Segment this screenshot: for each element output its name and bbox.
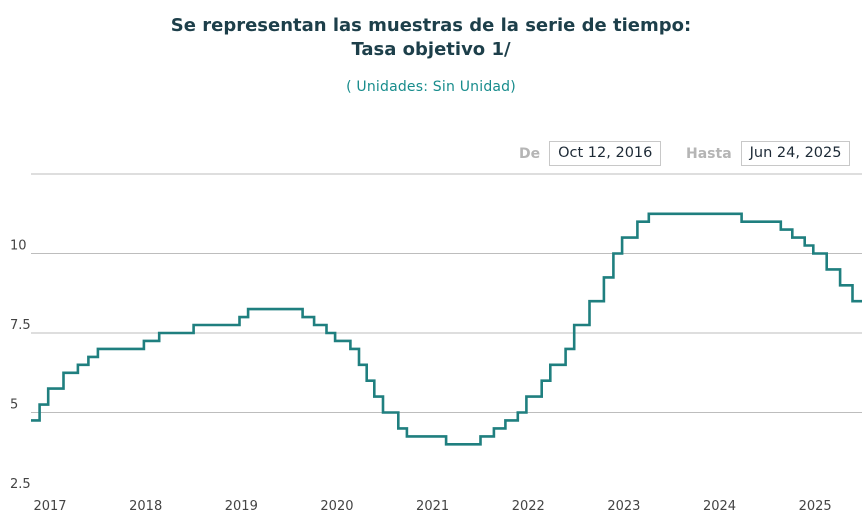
- x-tick-label: 2021: [416, 499, 449, 514]
- y-tick-label: 2.5: [10, 477, 31, 492]
- chart-subtitle: ( Unidades: Sin Unidad): [346, 79, 516, 95]
- range-to: Hasta Jun 24, 2025: [686, 141, 851, 166]
- y-axis-ticks: 2.5 5 7.5 10: [10, 239, 31, 493]
- y-tick-label: 10: [10, 239, 27, 254]
- range-from-input[interactable]: Oct 12, 2016: [549, 141, 662, 166]
- x-axis-ticks: 2017 2018 2019 2020 2021 2022 2023 2024 2025: [33, 499, 831, 514]
- x-tick-label: 2022: [512, 499, 545, 514]
- chart-title-line2: Tasa objetivo 1/: [351, 39, 511, 60]
- x-tick-label: 2017: [33, 499, 66, 514]
- x-tick-label: 2025: [799, 499, 832, 514]
- range-to-label: Hasta: [686, 145, 732, 162]
- range-from: De Oct 12, 2016: [519, 141, 662, 166]
- gridlines: [31, 173, 862, 413]
- y-tick-label: 5: [10, 398, 18, 413]
- x-tick-label: 2023: [607, 499, 640, 514]
- x-tick-label: 2019: [225, 499, 258, 514]
- y-tick-label: 7.5: [10, 318, 31, 333]
- x-tick-label: 2018: [129, 499, 162, 514]
- chart-title-line1: Se representan las muestras de la serie …: [170, 15, 692, 36]
- range-from-label: De: [519, 145, 541, 162]
- series-line[interactable]: [31, 212, 862, 446]
- chart-title: Se representan las muestras de la serie …: [0, 14, 862, 62]
- range-to-input[interactable]: Jun 24, 2025: [740, 141, 851, 166]
- x-tick-label: 2020: [320, 499, 353, 514]
- x-tick-label: 2024: [703, 499, 736, 514]
- plot-area: [31, 212, 862, 446]
